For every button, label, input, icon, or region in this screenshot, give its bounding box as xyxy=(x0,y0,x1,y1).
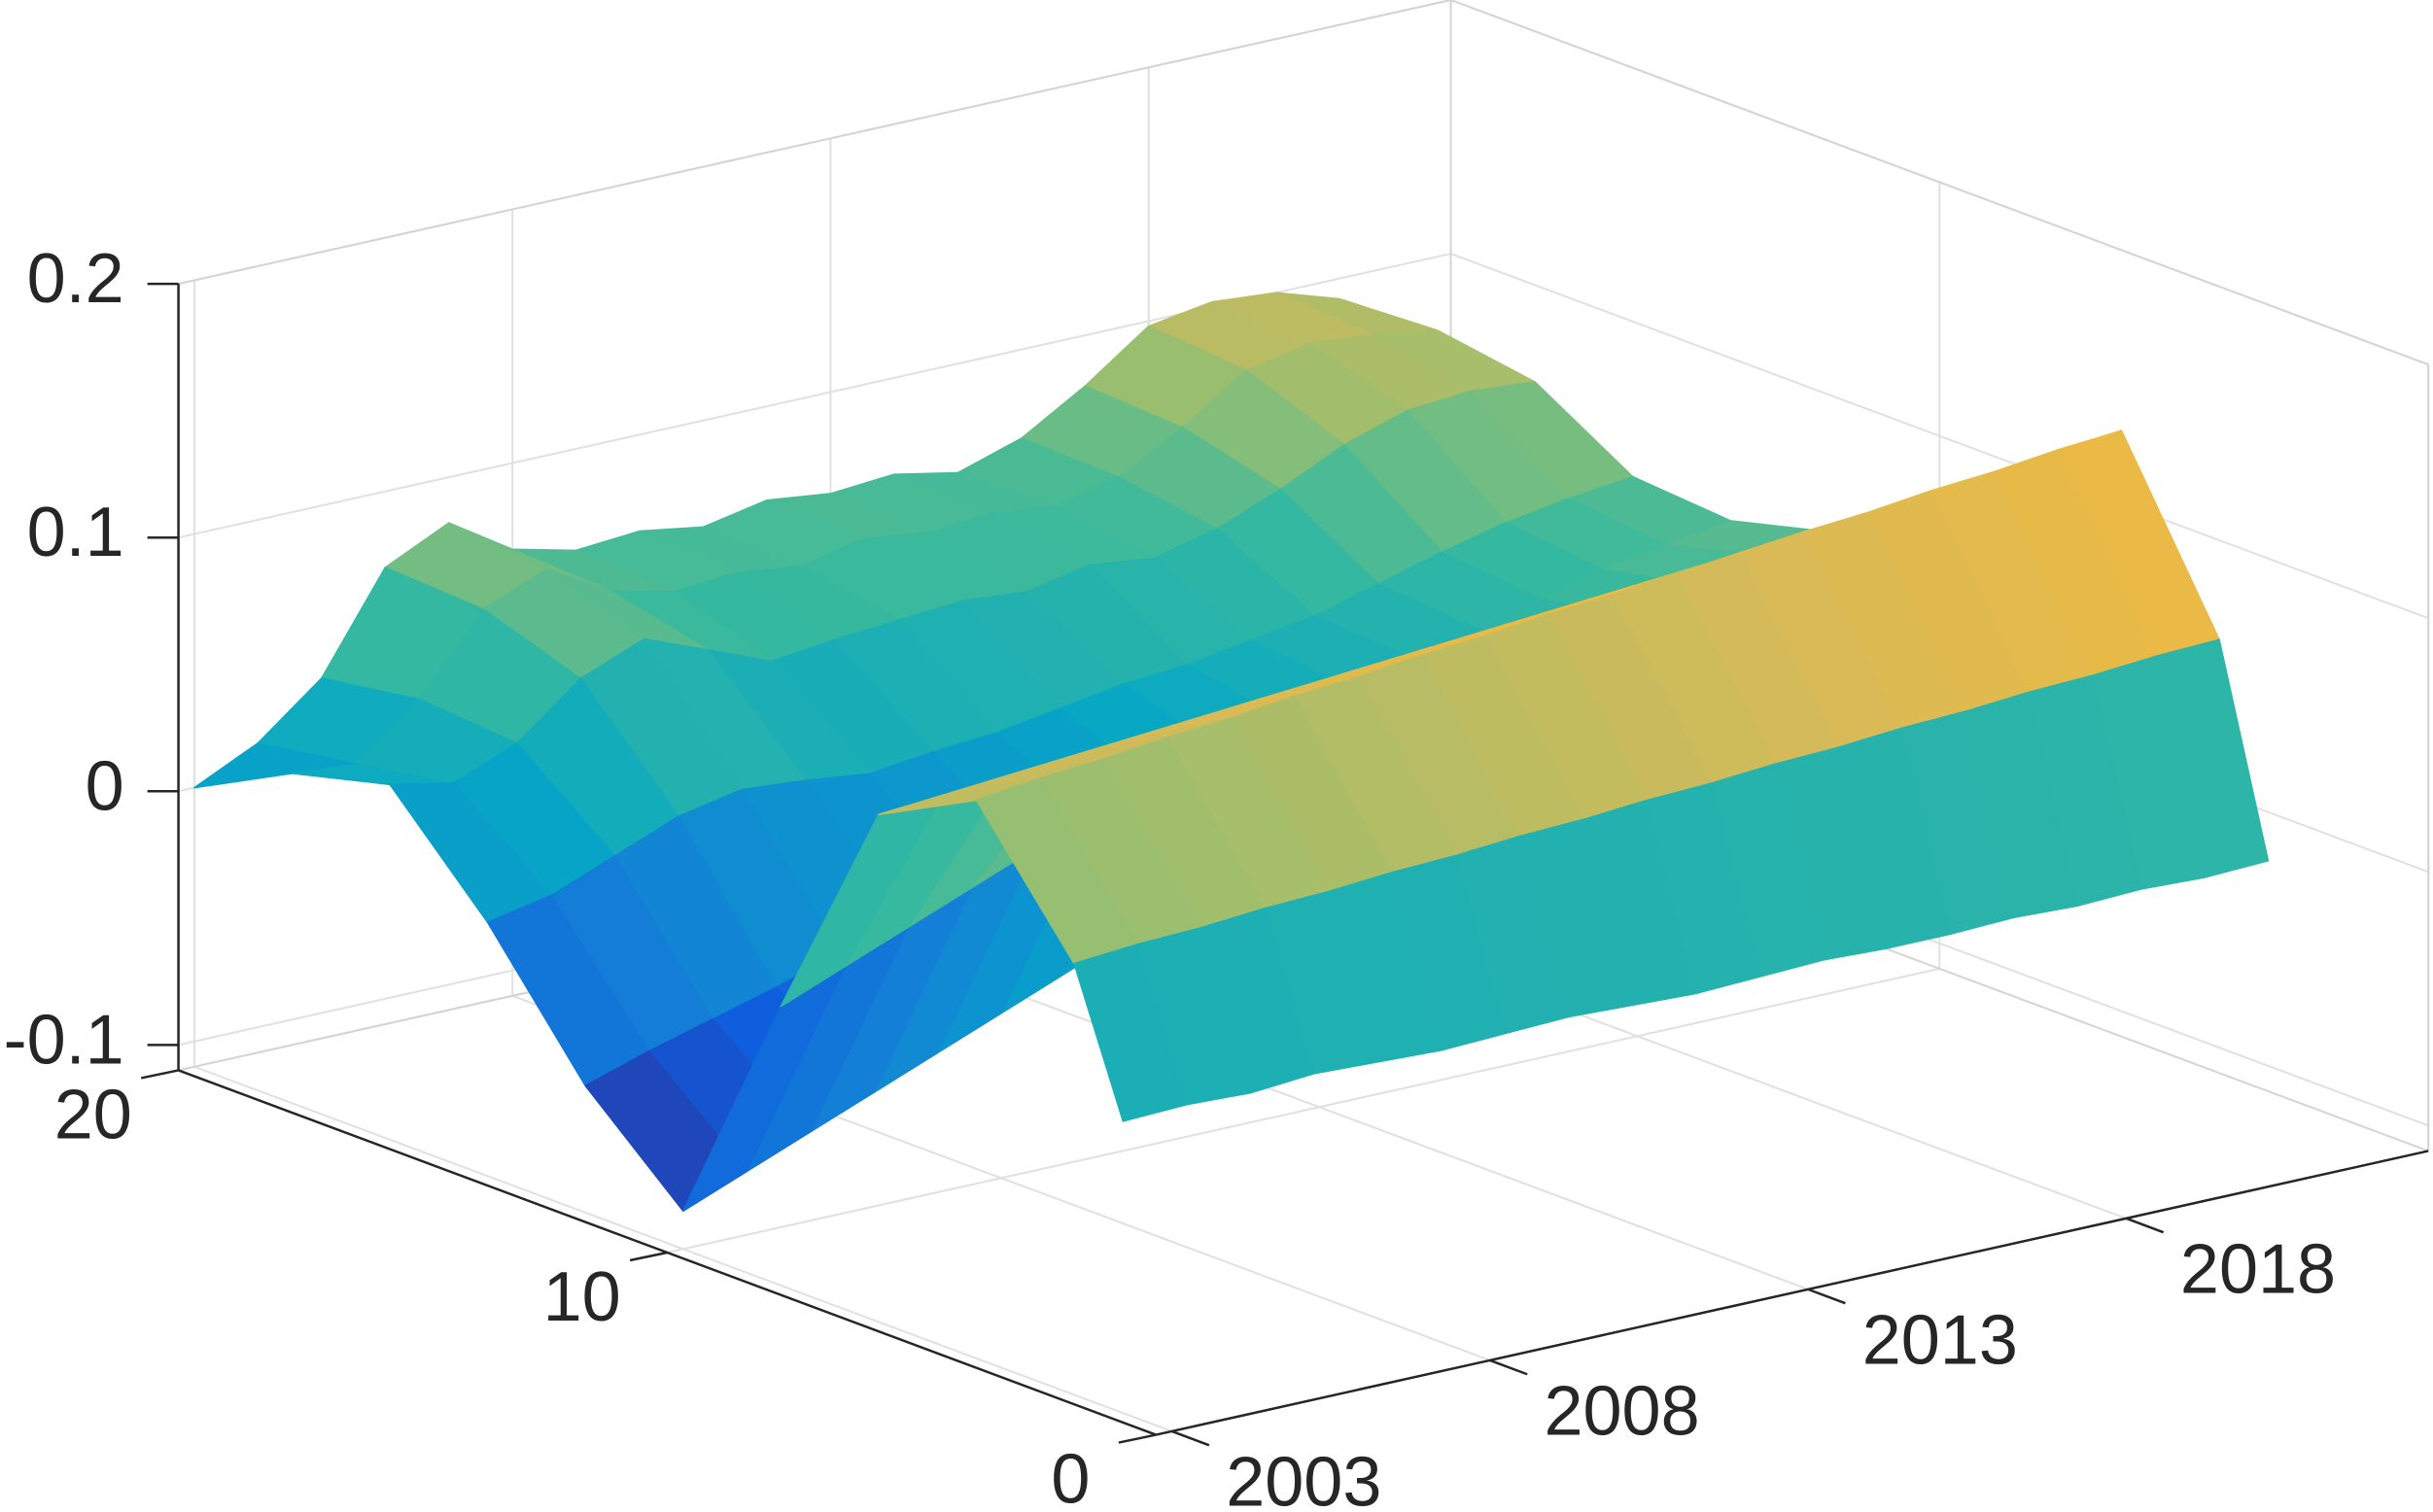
box-edge xyxy=(1450,0,2429,366)
z-tick-label: 0 xyxy=(86,747,124,825)
x-tick-label: 2008 xyxy=(1544,1372,1699,1450)
z-tick-label: 0.1 xyxy=(27,494,124,571)
y-tick-label: 0 xyxy=(1051,1441,1090,1512)
grid-line xyxy=(667,967,1940,1254)
x-tick-label: 2013 xyxy=(1862,1301,2018,1379)
y-tick-label: 20 xyxy=(54,1077,132,1154)
grid-line xyxy=(1450,253,2429,620)
y-tick xyxy=(141,1069,179,1080)
x-tick xyxy=(2125,1217,2165,1234)
y-tick xyxy=(629,1251,668,1262)
y-tick xyxy=(1118,1433,1157,1444)
x-axis xyxy=(1155,1150,2429,1436)
x-tick-label: 2018 xyxy=(2180,1230,2336,1308)
z-tick-label: -0.1 xyxy=(4,1001,124,1079)
x-tick xyxy=(1171,1429,1210,1447)
box-edge xyxy=(178,0,1451,286)
z-tick-label: 0.2 xyxy=(27,240,124,318)
x-tick xyxy=(1807,1288,1846,1305)
surface-patch xyxy=(1073,944,1188,1122)
x-tick xyxy=(1489,1358,1528,1376)
x-tick-label: 2003 xyxy=(1226,1443,1381,1512)
y-tick-label: 10 xyxy=(543,1258,621,1336)
